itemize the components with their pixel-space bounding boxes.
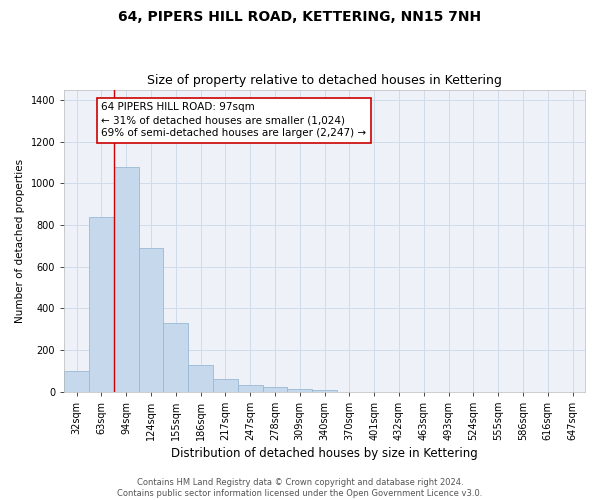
- Bar: [188, 366, 213, 392]
- Text: 64 PIPERS HILL ROAD: 97sqm
← 31% of detached houses are smaller (1,024)
69% of s: 64 PIPERS HILL ROAD: 97sqm ← 31% of deta…: [101, 102, 367, 139]
- Y-axis label: Number of detached properties: Number of detached properties: [15, 158, 25, 322]
- Bar: [139, 248, 163, 392]
- Bar: [64, 370, 89, 392]
- Bar: [163, 323, 188, 392]
- Bar: [114, 166, 139, 392]
- Bar: [287, 389, 312, 392]
- Bar: [312, 390, 337, 392]
- Title: Size of property relative to detached houses in Kettering: Size of property relative to detached ho…: [147, 74, 502, 87]
- X-axis label: Distribution of detached houses by size in Kettering: Distribution of detached houses by size …: [171, 447, 478, 460]
- Bar: [213, 379, 238, 392]
- Text: 64, PIPERS HILL ROAD, KETTERING, NN15 7NH: 64, PIPERS HILL ROAD, KETTERING, NN15 7N…: [118, 10, 482, 24]
- Bar: [89, 216, 114, 392]
- Bar: [238, 386, 263, 392]
- Text: Contains HM Land Registry data © Crown copyright and database right 2024.
Contai: Contains HM Land Registry data © Crown c…: [118, 478, 482, 498]
- Bar: [263, 388, 287, 392]
